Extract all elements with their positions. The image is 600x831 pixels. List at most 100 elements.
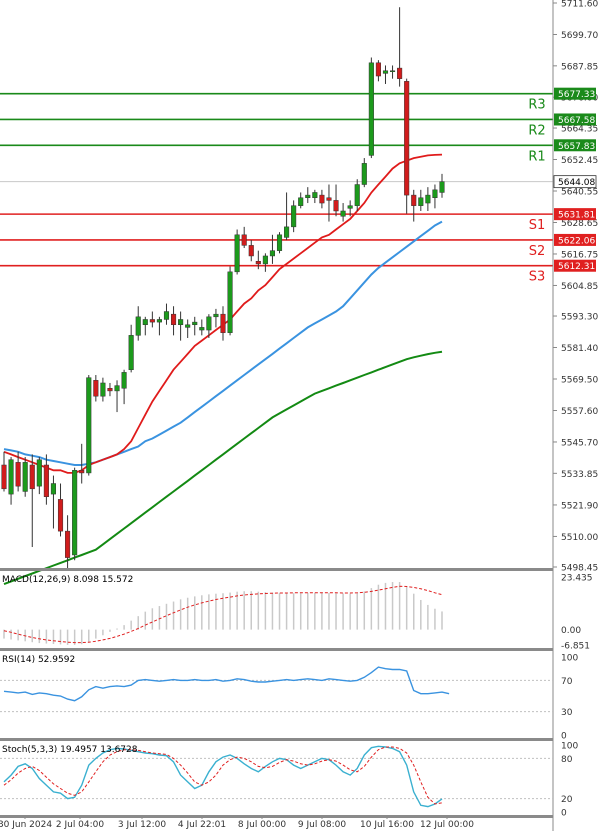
candle-body [220,313,226,333]
ma-green-line [3,350,443,586]
candle-body [411,194,417,206]
stoch-k-line [3,745,443,808]
candle-body [213,313,219,318]
candle-body [227,271,233,333]
price-tick-label: 5652.45 [561,156,598,166]
candle-body [36,459,42,487]
time-tick-label: 3 Jul 12:00 [118,820,167,830]
level-value-label: 5677.33 [558,90,595,100]
macd-tick-label: 23.435 [561,574,593,584]
candle-body [22,462,28,492]
candle-body [255,261,261,265]
stoch-tick-label: 100 [561,742,578,752]
time-tick-label: 30 Jun 2024 [0,820,52,830]
stoch-panel: Stoch(5,3,3) 19.4957 13.6728 100 80 20 0 [0,742,578,819]
candle-body [43,464,49,497]
macd-signal-line [3,585,443,644]
current-price-box [553,175,597,189]
level-name-r1: R1 [528,149,545,164]
rsi-tick-label: 70 [561,677,573,687]
stoch-d-line [3,746,443,805]
macd-label: MACD(12,26,9) 8.098 15.572 [2,575,133,585]
price-tick-label: 5533.85 [561,470,598,480]
candle-body [65,530,71,558]
candle-body [375,62,381,77]
time-tick-label: 8 Jul 00:00 [238,820,287,830]
candle-body [291,205,297,228]
candle-body [347,205,353,209]
candle-body [192,321,198,326]
ma-blue-line [3,220,443,466]
level-value-box [554,139,596,152]
candle-body [439,181,445,193]
price-tick-label: 5616.75 [561,250,598,260]
level-value-label: 5622.06 [558,236,595,246]
candle-body [361,163,367,185]
candle-body [298,197,304,206]
candle-body [382,70,389,74]
price-tick-label: 5711.60 [561,0,598,10]
level-value-box [554,113,596,126]
current-price-label: 5644.08 [558,178,595,188]
candle-body [156,319,162,323]
level-name-s2: S2 [529,244,546,259]
panel-separator [0,738,553,741]
candle-body [149,319,155,323]
macd-tick-label: 0.00 [561,626,581,636]
candle-body [199,327,205,331]
candle-body [418,197,424,206]
candle-body [170,313,177,326]
price-tick-label: 5593.30 [561,313,598,323]
candle-body [276,234,283,251]
stoch-tick-label: 80 [561,755,573,765]
level-value-label: 5612.31 [558,262,595,272]
price-plot-area [0,3,553,567]
time-tick-label: 12 Jul 00:00 [420,820,474,830]
candle-body [142,319,148,326]
rsi-line [3,666,450,702]
price-tick-label: 5687.85 [561,62,598,72]
candle-body [269,250,276,257]
candle-body [72,470,78,556]
rsi-tick-label: 0 [561,732,567,742]
price-tick-label: 5664.35 [561,125,598,135]
price-tick-label: 5557.60 [561,407,598,417]
time-tick-label: 2 Jul 04:00 [56,820,105,830]
level-value-label: 5657.83 [558,142,595,152]
candle-body [93,380,99,397]
candle-body [262,255,268,265]
candle-body [86,377,92,474]
panel-separator [0,815,553,818]
candle-body [404,81,410,196]
candle-body [248,245,254,257]
candle-body [1,464,7,490]
price-tick-label: 5604.85 [561,282,598,292]
price-tick-label: 5581.40 [561,344,598,354]
candle-body [368,62,374,156]
candle-body [121,372,127,389]
candle-body [425,194,431,204]
level-value-box [554,87,596,100]
price-tick-label: 5521.90 [561,501,598,511]
candle-body [284,226,290,238]
candle-body [432,189,438,198]
level-value-box [554,208,596,221]
level-value-label: 5667.58 [558,116,595,126]
candle-body [163,311,170,320]
panel-separator [0,648,553,651]
candle-body [79,470,85,474]
time-tick-label: 9 Jul 08:00 [298,820,347,830]
level-name-r2: R2 [528,123,545,138]
candle-body [107,388,113,392]
time-tick-label: 10 Jul 16:00 [360,820,414,830]
level-name-s1: S1 [529,218,546,233]
stoch-tick-label: 0 [561,809,567,819]
candle-body [389,70,396,72]
level-value-box [554,233,596,246]
price-tick-label: 5569.50 [561,376,598,386]
price-tick-label: 5699.70 [561,31,598,41]
stoch-tick-label: 20 [561,795,573,805]
candle-body [100,382,106,397]
